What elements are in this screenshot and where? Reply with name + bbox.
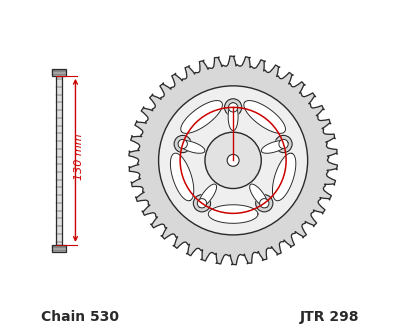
- Polygon shape: [208, 205, 258, 223]
- Circle shape: [256, 195, 273, 212]
- Polygon shape: [244, 101, 286, 133]
- Circle shape: [275, 135, 292, 153]
- Circle shape: [205, 132, 261, 188]
- Polygon shape: [52, 245, 66, 252]
- Circle shape: [228, 103, 238, 112]
- Polygon shape: [272, 153, 296, 201]
- Text: 130 mm: 130 mm: [74, 134, 84, 180]
- Polygon shape: [181, 101, 222, 133]
- Circle shape: [197, 199, 207, 208]
- Polygon shape: [170, 153, 194, 201]
- Circle shape: [227, 154, 239, 166]
- Polygon shape: [52, 68, 66, 76]
- Polygon shape: [228, 103, 238, 131]
- Circle shape: [158, 86, 308, 235]
- Polygon shape: [261, 141, 288, 153]
- Polygon shape: [56, 76, 62, 245]
- Text: 150 mm: 150 mm: [222, 181, 271, 194]
- Polygon shape: [178, 141, 205, 153]
- Text: 8.5: 8.5: [240, 90, 257, 100]
- Circle shape: [178, 139, 187, 149]
- Circle shape: [174, 135, 191, 153]
- Circle shape: [224, 99, 242, 116]
- Text: JTR 298: JTR 298: [300, 310, 359, 324]
- Text: Chain 530: Chain 530: [41, 310, 119, 324]
- Circle shape: [260, 199, 269, 208]
- Polygon shape: [198, 184, 216, 207]
- Circle shape: [279, 139, 288, 149]
- Circle shape: [193, 195, 210, 212]
- Polygon shape: [129, 56, 337, 265]
- Polygon shape: [250, 184, 268, 207]
